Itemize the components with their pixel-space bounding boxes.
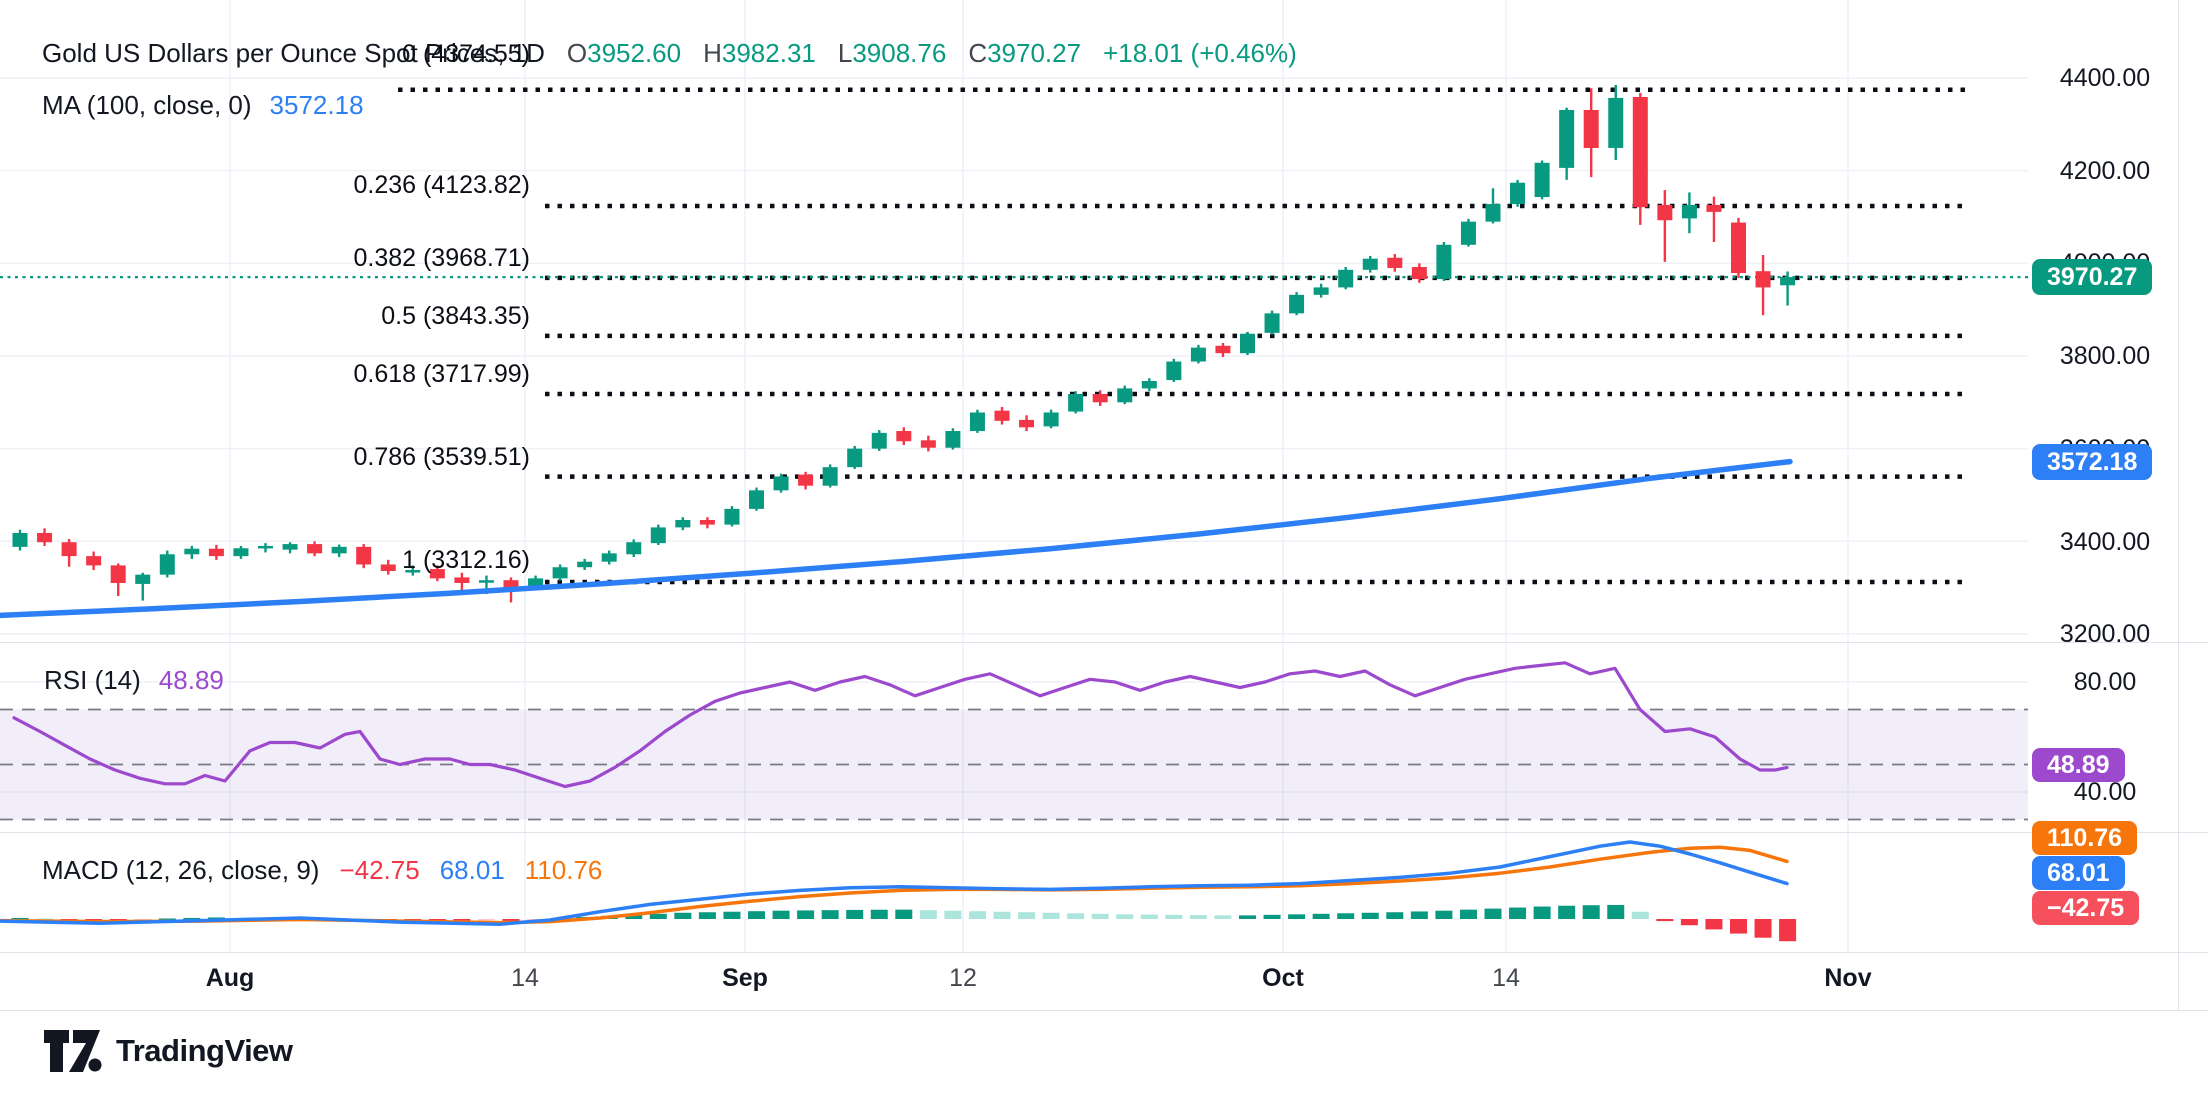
ma-legend[interactable]: MA (100, close, 0) 3572.18 [42,90,364,121]
time-axis-top-border [0,952,2208,953]
macd-label: MACD (12, 26, close, 9) [42,855,320,885]
time-tick-oct[interactable]: Oct [1262,964,1304,992]
symbol-title: Gold US Dollars per Ounce Spot Prices, 1… [42,38,545,68]
time-axis-bottom-border [0,1010,2208,1011]
tradingview-logo-icon [44,1030,102,1072]
rsi-label: RSI (14) [44,665,141,695]
ohlc-open: O 3952.60 [566,38,682,68]
symbol-legend[interactable]: Gold US Dollars per Ounce Spot Prices, 1… [42,38,1297,69]
price-tick-4400[interactable]: 4400.00 [2059,64,2151,92]
macd-signal-value: 110.76 [524,855,603,885]
ma-label: MA (100, close, 0) [42,90,252,120]
price-tick-3400[interactable]: 3400.00 [2059,528,2151,556]
rsi-tick-40[interactable]: 40.00 [2073,778,2137,806]
ohlc-close: C 3970.27 [968,38,1082,68]
ma-value: 3572.18 [269,90,364,120]
price-tick-4200[interactable]: 4200.00 [2059,157,2151,185]
macd-hist-value: −42.75 [339,855,420,885]
fib-label-0618[interactable]: 0.618 (3717.99) [353,360,530,388]
change-value: +18.01 (+0.46%) [1103,38,1297,68]
tradingview-logo-text: TradingView [116,1033,293,1068]
time-tick-nov[interactable]: Nov [1824,964,1872,992]
rsi-legend[interactable]: RSI (14) 48.89 [44,665,224,696]
macd-hist-badge: −42.75 [2032,891,2140,925]
fib-label-05[interactable]: 0.5 (3843.35) [381,302,530,330]
time-tick-aug14[interactable]: 14 [511,964,539,992]
ohlc-low: L 3908.76 [837,38,947,68]
rsi-tick-80[interactable]: 80.00 [2073,668,2137,696]
time-tick-oct14[interactable]: 14 [1492,964,1520,992]
time-tick-sep[interactable]: Sep [722,964,768,992]
ohlc-high: H 3982.31 [703,38,816,68]
time-tick-sep12[interactable]: 12 [949,964,977,992]
price-tick-3200[interactable]: 3200.00 [2059,620,2151,648]
price-tick-3800[interactable]: 3800.00 [2059,342,2151,370]
macd-line-value: 68.01 [439,855,505,885]
pane-divider-main-rsi[interactable] [0,642,2208,643]
time-tick-aug[interactable]: Aug [205,964,255,992]
last-price-badge: 3970.27 [2032,259,2153,295]
fib-label-0[interactable]: 0 (4374.55) [402,40,530,68]
rsi-value: 48.89 [158,665,224,695]
macd-signal-badge: 110.76 [2032,821,2138,855]
fib-label-0786[interactable]: 0.786 (3539.51) [353,443,530,471]
macd-legend[interactable]: MACD (12, 26, close, 9) −42.75 68.01 110… [42,855,602,886]
tradingview-logo[interactable]: TradingView [44,1030,293,1072]
ma-value-badge: 3572.18 [2032,444,2153,480]
pane-divider-rsi-macd[interactable] [0,832,2208,833]
rsi-value-badge: 48.89 [2032,748,2125,782]
right-edge-line [2178,0,2179,1010]
macd-line-badge: 68.01 [2032,856,2125,890]
fib-label-1[interactable]: 1 (3312.16) [402,546,530,574]
fib-label-0382[interactable]: 0.382 (3968.71) [353,244,530,272]
fib-label-0236[interactable]: 0.236 (4123.82) [353,171,530,199]
